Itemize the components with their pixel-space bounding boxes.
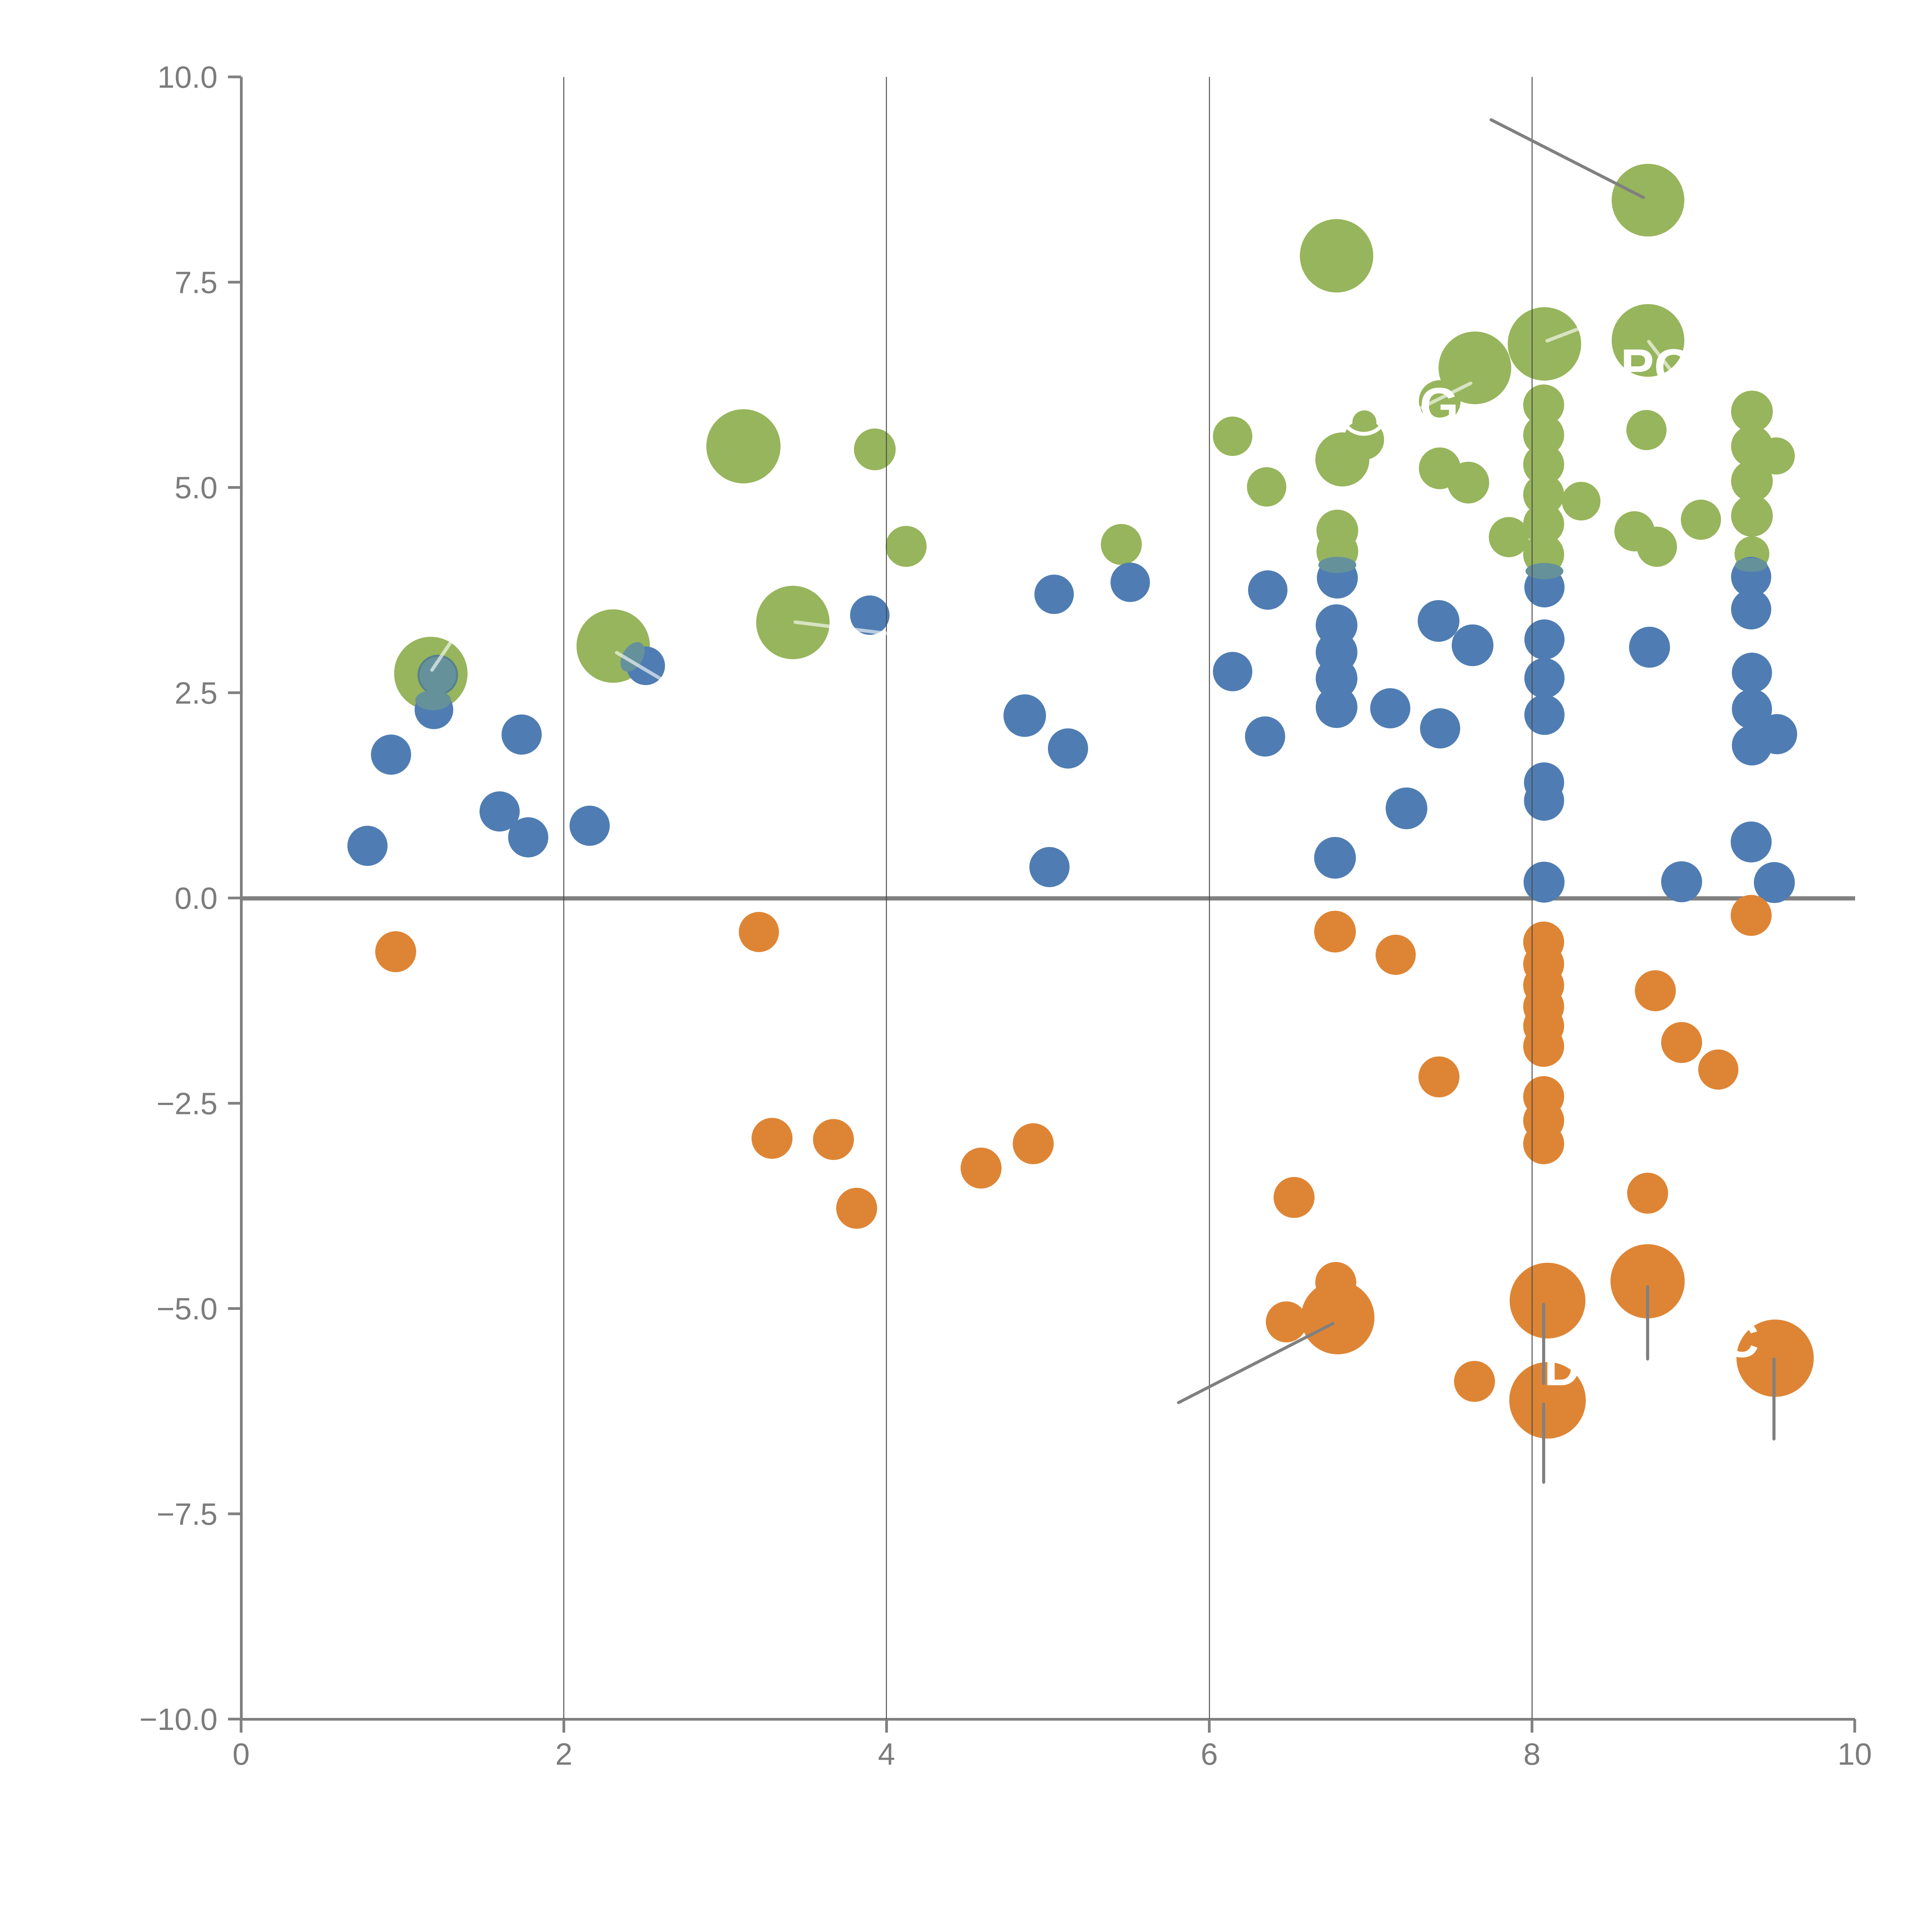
svg-text:−5.0: −5.0 [156,1292,218,1326]
svg-text:0: 0 [233,1737,250,1771]
svg-text:D: D [1544,1340,1580,1396]
svg-text:10: 10 [1838,1737,1872,1771]
svg-text:−10.0: −10.0 [139,1702,218,1736]
svg-text:5.0: 5.0 [175,471,218,505]
svg-text:10.0: 10.0 [157,60,218,94]
svg-text:C: C [1723,1311,1759,1368]
svg-text:0.0: 0.0 [175,881,218,915]
svg-text:8: 8 [1524,1737,1541,1771]
svg-text:4: 4 [878,1737,895,1771]
svg-text:2: 2 [555,1737,573,1771]
svg-text:−2.5: −2.5 [156,1086,218,1121]
svg-text:2.5: 2.5 [175,676,218,710]
svg-text:7.5: 7.5 [175,265,218,299]
svg-text:6: 6 [1201,1737,1218,1771]
svg-text:−7.5: −7.5 [156,1497,218,1531]
